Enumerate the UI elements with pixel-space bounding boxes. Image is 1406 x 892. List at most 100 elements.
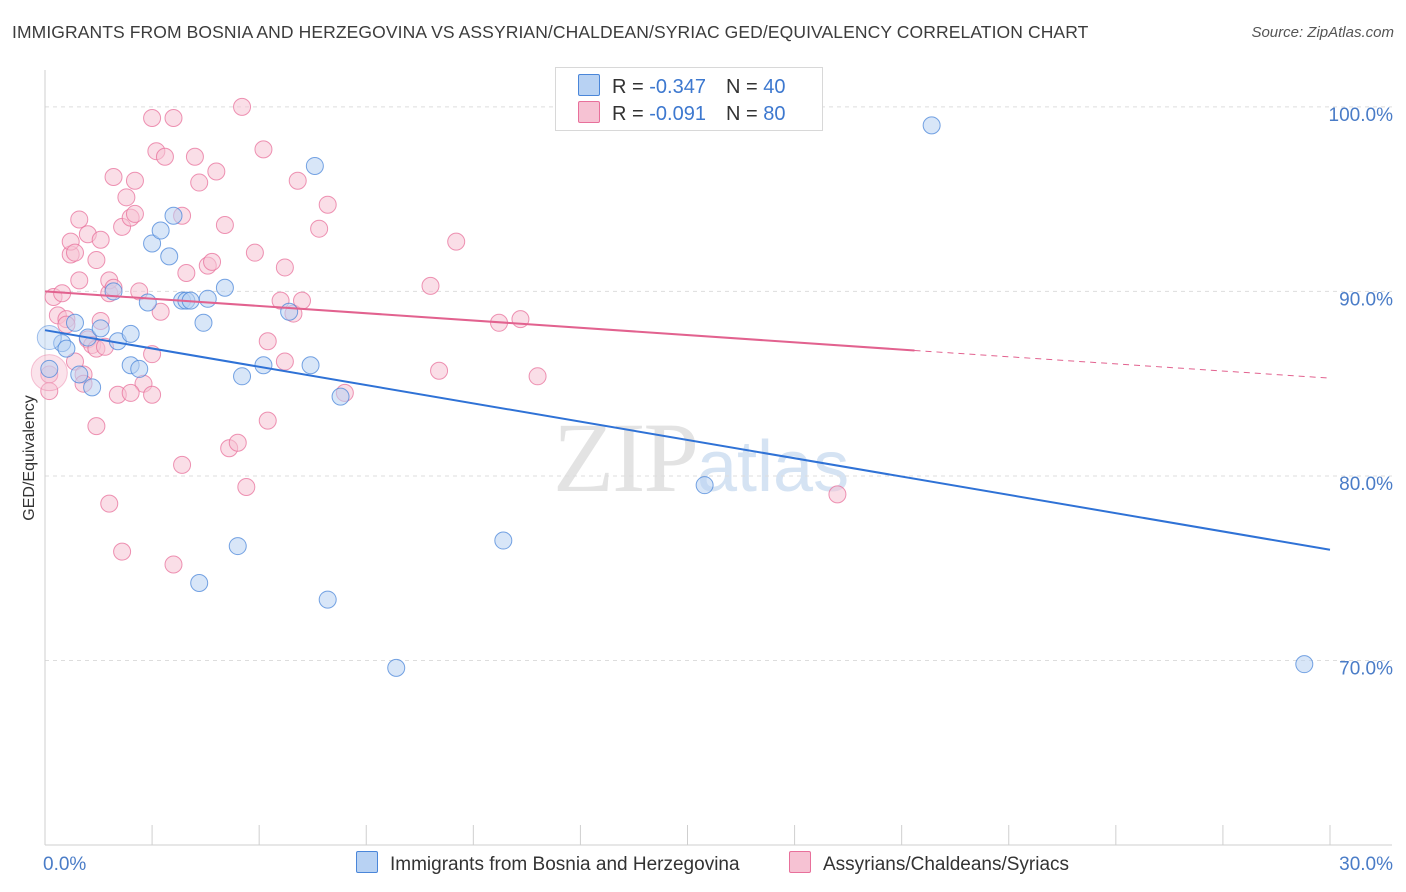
x-tick-label: 30.0%	[1339, 854, 1393, 875]
watermark: ZIPatlas	[553, 400, 849, 515]
series-pink-points	[30, 97, 847, 574]
data-point	[143, 234, 162, 253]
data-point	[245, 243, 264, 262]
data-point	[173, 455, 192, 474]
data-point	[318, 195, 337, 214]
data-point	[203, 252, 222, 271]
data-point	[190, 573, 209, 592]
data-point	[301, 356, 320, 375]
data-point	[447, 232, 466, 251]
axis-labels: 100.0% 90.0% 80.0% 70.0% 0.0% 30.0% GED/Equiva…	[21, 105, 1393, 875]
data-point	[331, 387, 350, 406]
data-point	[65, 243, 84, 262]
data-point	[190, 173, 209, 192]
data-point	[91, 319, 110, 338]
data-point	[228, 537, 247, 556]
data-point	[275, 352, 294, 371]
data-point	[387, 658, 406, 677]
data-point	[164, 555, 183, 574]
legend-blue-r-label: R =	[612, 76, 650, 98]
bottom-legend-swatch-blue	[356, 851, 378, 873]
data-point	[87, 251, 106, 270]
legend-blue-r-value: -0.347	[649, 76, 706, 98]
data-point	[104, 168, 123, 187]
data-point	[280, 302, 299, 321]
y-tick-label: 80.0%	[1339, 474, 1393, 495]
legend-pink-r-label: R =	[612, 103, 650, 125]
data-point	[318, 590, 337, 609]
data-point	[237, 478, 256, 497]
axes	[44, 70, 1392, 846]
data-point	[494, 531, 513, 550]
data-point	[70, 271, 89, 290]
trend-line-pink	[44, 290, 915, 352]
bottom-legend-pink: Assyrians/Chaldeans/Syriacs	[789, 851, 1069, 876]
bottom-legend-pink-label: Assyrians/Chaldeans/Syriacs	[823, 854, 1070, 875]
data-point	[57, 339, 76, 358]
data-point	[125, 204, 144, 223]
data-point	[121, 324, 140, 343]
data-point	[36, 325, 62, 351]
data-point	[164, 206, 183, 225]
data-point	[421, 276, 440, 295]
data-point	[143, 108, 162, 127]
data-point	[215, 216, 234, 234]
trend-lines	[44, 290, 1331, 551]
legend-row-pink: R = -0.091 N = 80	[578, 101, 785, 129]
bottom-legend-blue: Immigrants from Bosnia and Herzegovina	[356, 851, 740, 876]
data-point	[695, 476, 714, 495]
data-point	[117, 188, 136, 207]
data-point	[254, 140, 273, 159]
data-point	[275, 258, 294, 277]
legend-blue-n-label: N =	[725, 76, 764, 98]
y-tick-label: 70.0%	[1339, 658, 1393, 679]
data-point	[430, 361, 449, 380]
legend-blue-n-value: 40	[763, 76, 786, 98]
data-point	[87, 417, 106, 436]
data-point	[194, 313, 213, 332]
y-tick-label: 90.0%	[1339, 289, 1393, 310]
data-point	[125, 171, 144, 190]
data-point	[198, 289, 217, 308]
data-point	[185, 147, 204, 166]
data-point	[528, 367, 547, 386]
data-point	[113, 542, 132, 561]
data-point	[233, 367, 252, 386]
y-tick-label: 100.0%	[1329, 105, 1394, 126]
data-point	[922, 116, 941, 135]
data-point	[164, 108, 183, 127]
bottom-legend-swatch-pink	[789, 851, 811, 873]
data-point	[254, 356, 273, 375]
data-point	[91, 230, 110, 249]
legend-pink-r-value: -0.091	[649, 103, 706, 125]
data-point	[151, 221, 170, 240]
legend-row-blue: R = -0.347 N = 40	[578, 74, 785, 102]
data-point	[228, 433, 247, 452]
y-axis-title: GED/Equivalency	[21, 395, 38, 520]
trend-line-pink-dashed	[914, 349, 1331, 379]
bottom-legend-blue-label: Immigrants from Bosnia and Herzegovina	[390, 854, 740, 875]
data-point	[130, 359, 149, 378]
watermark-atlas: atlas	[697, 427, 850, 507]
legend-pink-n-label: N =	[725, 103, 764, 125]
legend-swatch-pink	[578, 101, 600, 123]
data-point	[70, 365, 89, 384]
data-point	[305, 156, 324, 175]
data-point	[138, 293, 157, 312]
data-point	[143, 385, 162, 404]
x-tick-label: 0.0%	[43, 854, 86, 875]
legend-pink-n-value: 80	[763, 103, 786, 125]
trend-line-blue	[44, 329, 1331, 551]
series-blue-points	[36, 116, 1314, 677]
data-point	[310, 219, 329, 238]
correlation-legend: R = -0.347 N = 40 R = -0.091 N = 80	[555, 67, 823, 131]
source-credit: Source: ZipAtlas.com	[1251, 24, 1394, 41]
legend-swatch-blue	[578, 74, 600, 96]
data-point	[258, 332, 277, 351]
data-point	[151, 302, 170, 321]
data-point	[160, 247, 179, 266]
data-point	[121, 383, 140, 402]
data-point	[207, 162, 226, 181]
chart-title: IMMIGRANTS FROM BOSNIA AND HERZEGOVINA V…	[12, 22, 1089, 42]
